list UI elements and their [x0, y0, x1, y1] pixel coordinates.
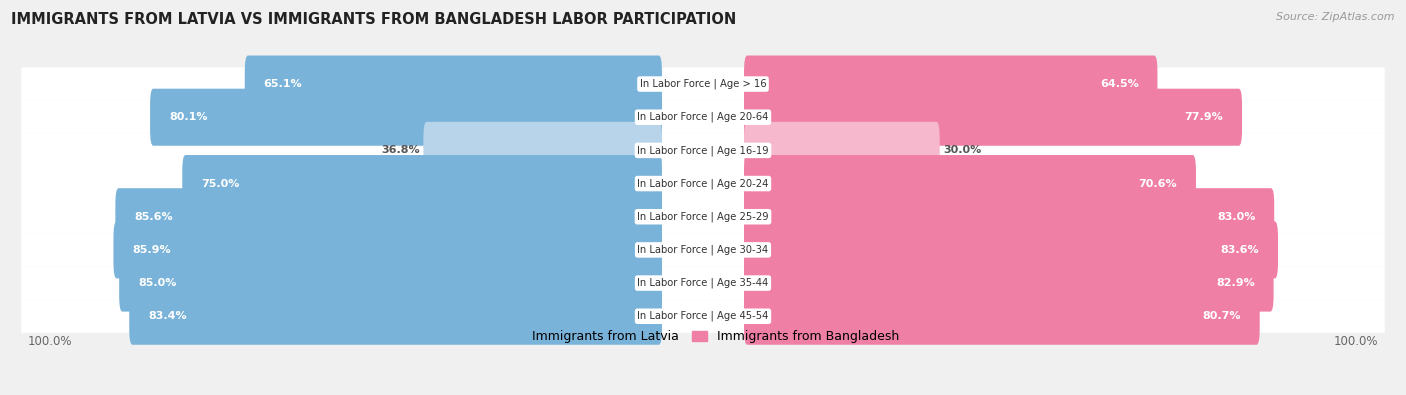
Legend: Immigrants from Latvia, Immigrants from Bangladesh: Immigrants from Latvia, Immigrants from … — [508, 331, 898, 344]
FancyBboxPatch shape — [744, 221, 1278, 278]
Text: Source: ZipAtlas.com: Source: ZipAtlas.com — [1277, 12, 1395, 22]
FancyBboxPatch shape — [744, 89, 1241, 146]
FancyBboxPatch shape — [245, 56, 662, 113]
Text: 83.6%: 83.6% — [1220, 245, 1260, 255]
Text: 75.0%: 75.0% — [201, 179, 239, 188]
Text: 36.8%: 36.8% — [381, 145, 420, 155]
Text: In Labor Force | Age 20-24: In Labor Force | Age 20-24 — [637, 178, 769, 189]
Text: In Labor Force | Age 25-29: In Labor Force | Age 25-29 — [637, 211, 769, 222]
FancyBboxPatch shape — [744, 56, 1157, 113]
Text: 83.0%: 83.0% — [1218, 212, 1256, 222]
FancyBboxPatch shape — [114, 221, 662, 278]
Text: 100.0%: 100.0% — [28, 335, 72, 348]
Text: In Labor Force | Age 30-34: In Labor Force | Age 30-34 — [637, 245, 769, 255]
FancyBboxPatch shape — [744, 188, 1274, 245]
FancyBboxPatch shape — [115, 188, 662, 245]
Text: 82.9%: 82.9% — [1216, 278, 1254, 288]
FancyBboxPatch shape — [21, 233, 1385, 267]
FancyBboxPatch shape — [21, 200, 1385, 233]
FancyBboxPatch shape — [423, 122, 662, 179]
Text: 85.6%: 85.6% — [135, 212, 173, 222]
FancyBboxPatch shape — [21, 267, 1385, 300]
FancyBboxPatch shape — [21, 134, 1385, 167]
Text: 65.1%: 65.1% — [264, 79, 302, 89]
FancyBboxPatch shape — [744, 122, 939, 179]
FancyBboxPatch shape — [129, 288, 662, 345]
FancyBboxPatch shape — [21, 101, 1385, 134]
FancyBboxPatch shape — [744, 155, 1197, 212]
Text: 64.5%: 64.5% — [1099, 79, 1139, 89]
Text: In Labor Force | Age > 16: In Labor Force | Age > 16 — [640, 79, 766, 89]
Text: 30.0%: 30.0% — [943, 145, 981, 155]
FancyBboxPatch shape — [21, 68, 1385, 101]
Text: In Labor Force | Age 16-19: In Labor Force | Age 16-19 — [637, 145, 769, 156]
FancyBboxPatch shape — [744, 254, 1274, 312]
Text: 80.7%: 80.7% — [1202, 311, 1240, 321]
Text: IMMIGRANTS FROM LATVIA VS IMMIGRANTS FROM BANGLADESH LABOR PARTICIPATION: IMMIGRANTS FROM LATVIA VS IMMIGRANTS FRO… — [11, 12, 737, 27]
Text: 80.1%: 80.1% — [169, 112, 208, 122]
Text: In Labor Force | Age 45-54: In Labor Force | Age 45-54 — [637, 311, 769, 322]
FancyBboxPatch shape — [21, 167, 1385, 200]
Text: 85.9%: 85.9% — [132, 245, 172, 255]
Text: In Labor Force | Age 35-44: In Labor Force | Age 35-44 — [637, 278, 769, 288]
Text: In Labor Force | Age 20-64: In Labor Force | Age 20-64 — [637, 112, 769, 122]
FancyBboxPatch shape — [120, 254, 662, 312]
Text: 85.0%: 85.0% — [138, 278, 177, 288]
FancyBboxPatch shape — [21, 300, 1385, 333]
Text: 77.9%: 77.9% — [1184, 112, 1223, 122]
FancyBboxPatch shape — [183, 155, 662, 212]
Text: 83.4%: 83.4% — [148, 311, 187, 321]
FancyBboxPatch shape — [744, 288, 1260, 345]
Text: 100.0%: 100.0% — [1334, 335, 1378, 348]
FancyBboxPatch shape — [150, 89, 662, 146]
Text: 70.6%: 70.6% — [1139, 179, 1177, 188]
